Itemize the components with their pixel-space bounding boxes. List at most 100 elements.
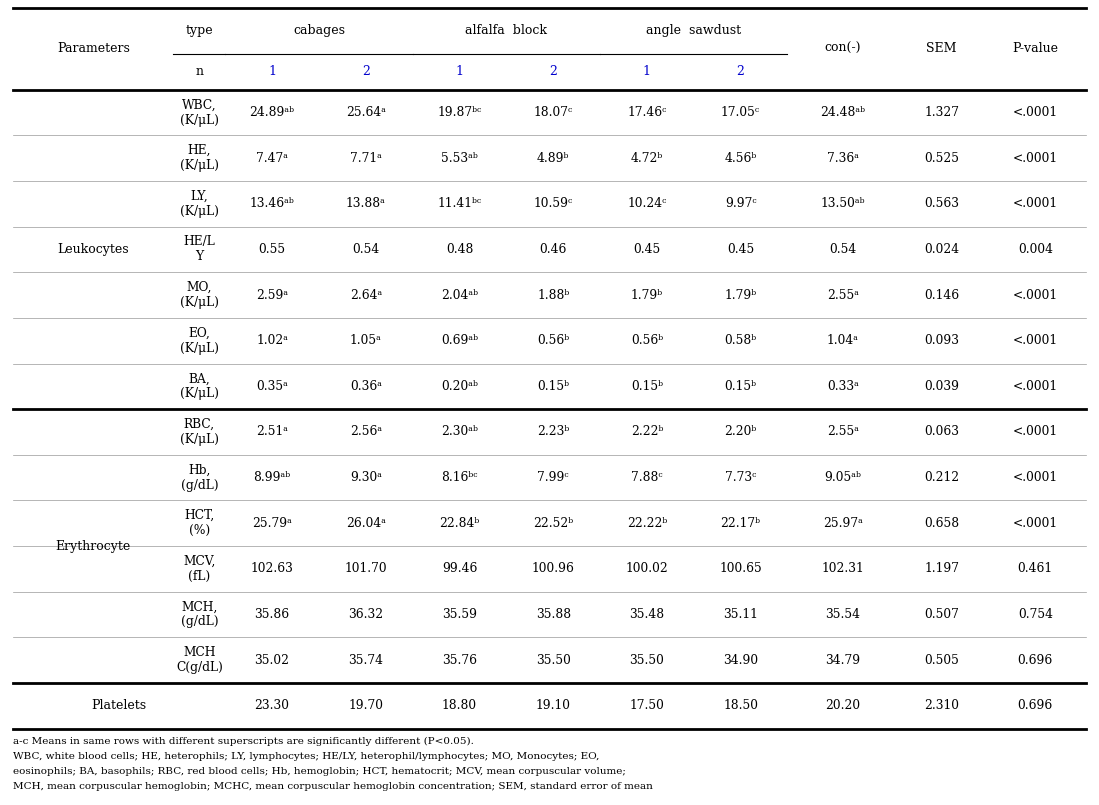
Text: 0.525: 0.525 [924, 151, 959, 165]
Text: 17.05ᶜ: 17.05ᶜ [721, 106, 761, 119]
Text: 2.310: 2.310 [924, 700, 959, 712]
Text: 0.093: 0.093 [924, 334, 959, 347]
Text: 9.30ᵃ: 9.30ᵃ [349, 471, 381, 484]
Text: 1.79ᵇ: 1.79ᵇ [724, 289, 757, 302]
Text: 0.35ᵃ: 0.35ᵃ [256, 380, 288, 393]
Text: 35.50: 35.50 [535, 654, 570, 667]
Text: angle  sawdust: angle sawdust [646, 24, 742, 37]
Text: 1.05ᵃ: 1.05ᵃ [349, 334, 381, 347]
Text: MCH
C(g/dL): MCH C(g/dL) [176, 646, 223, 674]
Text: 7.47ᵃ: 7.47ᵃ [256, 151, 288, 165]
Text: 101.70: 101.70 [344, 563, 387, 576]
Text: 0.69ᵃᵇ: 0.69ᵃᵇ [441, 334, 478, 347]
Text: 0.56ᵇ: 0.56ᵇ [537, 334, 569, 347]
Text: type: type [186, 24, 213, 37]
Text: 7.71ᵃ: 7.71ᵃ [349, 151, 381, 165]
Text: 35.50: 35.50 [630, 654, 664, 667]
Text: EO,
(K/μL): EO, (K/μL) [180, 327, 219, 355]
Text: <.0001: <.0001 [1012, 289, 1058, 302]
Text: <.0001: <.0001 [1012, 106, 1058, 119]
Text: BA,
(K/μL): BA, (K/μL) [180, 373, 219, 400]
Text: MO,
(K/μL): MO, (K/μL) [180, 281, 219, 309]
Text: 0.024: 0.024 [924, 243, 959, 256]
Text: 0.56ᵇ: 0.56ᵇ [631, 334, 663, 347]
Text: 35.02: 35.02 [255, 654, 290, 667]
Text: 2.55ᵃ: 2.55ᵃ [826, 289, 859, 302]
Text: alfalfa  block: alfalfa block [465, 24, 547, 37]
Text: 1.88ᵇ: 1.88ᵇ [537, 289, 569, 302]
Text: 24.89ᵃᵇ: 24.89ᵃᵇ [249, 106, 295, 119]
Text: n: n [196, 65, 203, 78]
Text: 0.004: 0.004 [1018, 243, 1053, 256]
Text: 10.24ᶜ: 10.24ᶜ [628, 197, 667, 210]
Text: 0.505: 0.505 [924, 654, 959, 667]
Text: 0.45: 0.45 [726, 243, 754, 256]
Text: 2.04ᵃᵇ: 2.04ᵃᵇ [441, 289, 478, 302]
Text: 0.563: 0.563 [924, 197, 959, 210]
Text: 7.36ᵃ: 7.36ᵃ [826, 151, 859, 165]
Text: Parameters: Parameters [57, 43, 130, 56]
Text: Hb,
(g/dL): Hb, (g/dL) [180, 464, 219, 492]
Text: 102.31: 102.31 [822, 563, 864, 576]
Text: 17.46ᶜ: 17.46ᶜ [628, 106, 667, 119]
Text: 0.146: 0.146 [924, 289, 959, 302]
Text: 25.97ᵃ: 25.97ᵃ [823, 517, 863, 530]
Text: 100.65: 100.65 [719, 563, 762, 576]
Text: 22.84ᵇ: 22.84ᵇ [440, 517, 479, 530]
Text: 0.15ᵇ: 0.15ᵇ [631, 380, 663, 393]
Text: 2: 2 [362, 65, 369, 78]
Text: 7.73ᶜ: 7.73ᶜ [725, 471, 756, 484]
Text: 36.32: 36.32 [348, 608, 384, 621]
Text: SEM: SEM [926, 43, 957, 56]
Text: 23.30: 23.30 [255, 700, 290, 712]
Text: eosinophils; BA, basophils; RBC, red blood cells; Hb, hemoglobin; HCT, hematocri: eosinophils; BA, basophils; RBC, red blo… [13, 767, 626, 776]
Text: 0.461: 0.461 [1018, 563, 1053, 576]
Text: 9.97ᶜ: 9.97ᶜ [724, 197, 756, 210]
Text: 1: 1 [643, 65, 651, 78]
Text: 0.15ᵇ: 0.15ᵇ [537, 380, 569, 393]
Text: 0.54: 0.54 [830, 243, 856, 256]
Text: 1.79ᵇ: 1.79ᵇ [631, 289, 663, 302]
Text: cabages: cabages [293, 24, 345, 37]
Text: 2.23ᵇ: 2.23ᵇ [537, 426, 569, 439]
Text: 13.50ᵃᵇ: 13.50ᵃᵇ [821, 197, 865, 210]
Text: <.0001: <.0001 [1012, 334, 1058, 347]
Text: 18.80: 18.80 [442, 700, 477, 712]
Text: a-c Means in same rows with different superscripts are significantly different (: a-c Means in same rows with different su… [13, 737, 474, 745]
Text: 1: 1 [268, 65, 276, 78]
Text: 34.79: 34.79 [825, 654, 861, 667]
Text: 0.15ᵇ: 0.15ᵇ [724, 380, 756, 393]
Text: 1.04ᵃ: 1.04ᵃ [826, 334, 859, 347]
Text: 2.51ᵃ: 2.51ᵃ [256, 426, 288, 439]
Text: HE,
(K/μL): HE, (K/μL) [180, 144, 219, 172]
Text: 100.96: 100.96 [532, 563, 575, 576]
Text: 0.658: 0.658 [924, 517, 959, 530]
Text: 0.20ᵃᵇ: 0.20ᵃᵇ [441, 380, 478, 393]
Text: 8.99ᵃᵇ: 8.99ᵃᵇ [254, 471, 290, 484]
Text: MCH, mean corpuscular hemoglobin; MCHC, mean corpuscular hemoglobin concentratio: MCH, mean corpuscular hemoglobin; MCHC, … [13, 782, 653, 791]
Text: 1.02ᵃ: 1.02ᵃ [256, 334, 288, 347]
Text: 4.72ᵇ: 4.72ᵇ [631, 151, 663, 165]
Text: 35.59: 35.59 [442, 608, 477, 621]
Text: HCT,
(%): HCT, (%) [185, 510, 214, 537]
Text: 0.48: 0.48 [446, 243, 474, 256]
Text: 0.58ᵇ: 0.58ᵇ [724, 334, 757, 347]
Text: 19.70: 19.70 [348, 700, 384, 712]
Text: 0.212: 0.212 [924, 471, 959, 484]
Text: <.0001: <.0001 [1012, 151, 1058, 165]
Text: 0.696: 0.696 [1018, 700, 1053, 712]
Text: 35.11: 35.11 [723, 608, 758, 621]
Text: 7.88ᶜ: 7.88ᶜ [631, 471, 663, 484]
Text: 24.48ᵃᵇ: 24.48ᵃᵇ [821, 106, 865, 119]
Text: 0.36ᵃ: 0.36ᵃ [349, 380, 381, 393]
Text: 0.45: 0.45 [633, 243, 660, 256]
Text: 5.53ᵃᵇ: 5.53ᵃᵇ [441, 151, 478, 165]
Text: 22.17ᵇ: 22.17ᵇ [721, 517, 761, 530]
Text: MCH,
(g/dL): MCH, (g/dL) [180, 601, 219, 629]
Text: <.0001: <.0001 [1012, 197, 1058, 210]
Text: 0.54: 0.54 [352, 243, 379, 256]
Text: Erythrocyte: Erythrocyte [56, 539, 131, 552]
Text: 1.197: 1.197 [924, 563, 959, 576]
Text: con(-): con(-) [824, 43, 862, 56]
Text: 35.74: 35.74 [348, 654, 384, 667]
